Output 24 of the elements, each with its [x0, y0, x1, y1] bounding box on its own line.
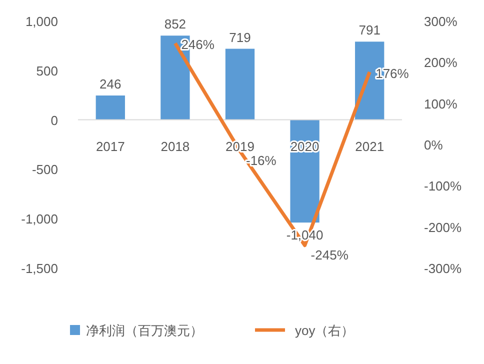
legend-label: yoy（右） [295, 323, 354, 338]
data-label: 791 [358, 22, 380, 38]
y2tick: -100% [424, 178, 462, 194]
y2tick: -300% [424, 261, 462, 276]
data-label: 852 [164, 16, 186, 32]
ytick: -500 [32, 162, 58, 178]
y2tick: 200% [424, 55, 458, 70]
y2tick: 300% [424, 14, 458, 29]
xtick: 2021 [355, 138, 384, 154]
ytick: 1,000 [25, 14, 58, 29]
xtick: 2017 [96, 138, 125, 154]
xtick: 2018 [160, 138, 190, 154]
data-label: 246 [100, 76, 122, 92]
y2tick: 100% [424, 96, 458, 112]
ytick: 500 [36, 63, 58, 78]
xtick: 2020 [290, 138, 320, 154]
ytick: -1,000 [21, 212, 58, 227]
data-label: 719 [229, 30, 251, 45]
y2tick: 0% [424, 138, 443, 152]
ytick: -1,500 [21, 261, 58, 276]
y2tick: -200% [424, 220, 462, 235]
data-label: -245% [310, 247, 348, 262]
legend-label: 净利润（百万澳元） [86, 323, 203, 338]
ytick: 0 [50, 112, 58, 128]
